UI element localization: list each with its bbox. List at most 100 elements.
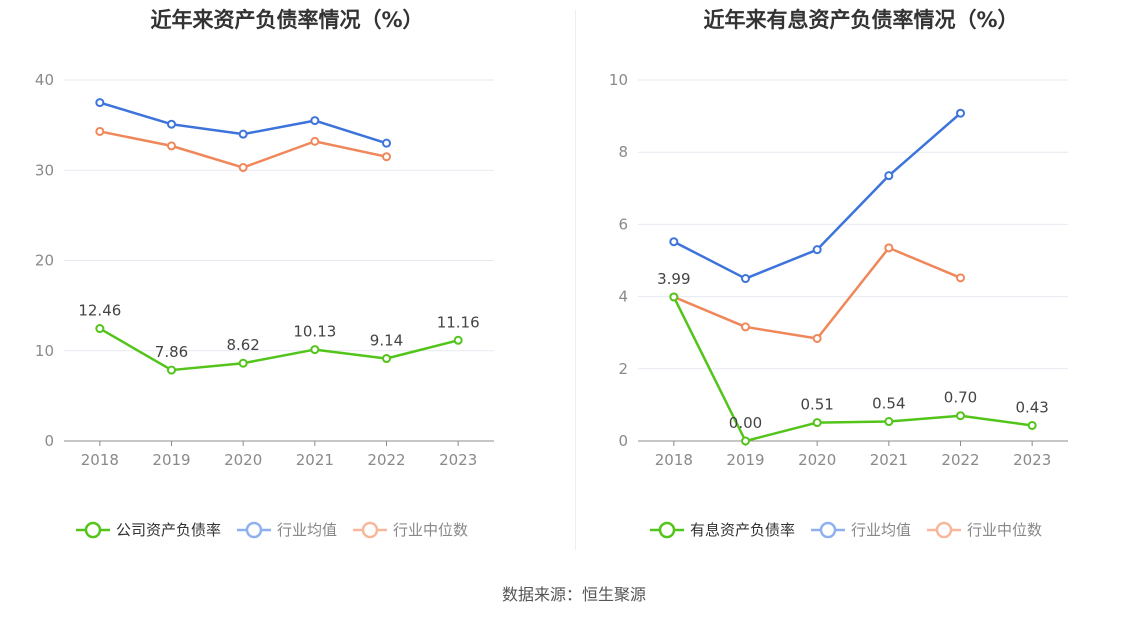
data-point xyxy=(95,126,105,136)
x-tick-label: 2021 xyxy=(870,451,908,469)
data-point xyxy=(741,436,750,446)
legend-label: 行业中位数 xyxy=(393,521,468,539)
y-tick-label: 10 xyxy=(35,342,54,360)
x-tick-label: 2022 xyxy=(941,451,979,469)
series-line xyxy=(99,327,459,372)
data-label: 0.54 xyxy=(872,395,905,413)
legend-marker xyxy=(84,521,102,539)
legend-label: 有息资产负债率 xyxy=(690,521,795,539)
panel-divider xyxy=(575,10,576,550)
data-point xyxy=(167,365,176,375)
data-label: 0.70 xyxy=(944,389,977,407)
y-tick-label: 2 xyxy=(618,360,628,378)
data-point xyxy=(741,322,750,332)
legend-item: 行业均值 xyxy=(237,521,337,539)
chart-title: 近年来有息资产负债率情况（%） xyxy=(703,8,1019,32)
y-tick-label: 10 xyxy=(609,71,628,89)
y-tick-label: 4 xyxy=(618,288,628,306)
data-label: 0.00 xyxy=(729,414,762,432)
legend-label: 行业均值 xyxy=(851,521,911,539)
x-tick-label: 2019 xyxy=(152,451,190,469)
data-point xyxy=(95,324,105,334)
legend-item: 行业中位数 xyxy=(927,521,1042,539)
data-label: 0.43 xyxy=(1015,398,1048,416)
data-point xyxy=(167,119,176,129)
series-2 xyxy=(95,126,391,173)
data-point xyxy=(956,108,965,118)
data-point xyxy=(1027,420,1037,430)
data-point xyxy=(167,141,176,151)
chart-panel-interest-debt-ratio: 近年来有息资产负债率情况（%） 0 2 4 6 8 10 2018 2019 2020 2021 2… xyxy=(574,0,1148,560)
data-point xyxy=(382,354,391,364)
x-tick-label: 2021 xyxy=(296,451,334,469)
data-label: 3.99 xyxy=(657,270,690,288)
data-point xyxy=(310,136,320,146)
legend-item: 行业均值 xyxy=(811,521,911,539)
chart-title: 近年来资产负债率情况（%） xyxy=(150,8,424,32)
data-label: 10.13 xyxy=(293,323,336,341)
grid-lines xyxy=(64,79,494,352)
data-point xyxy=(812,333,822,343)
x-tick-label: 2023 xyxy=(1013,451,1051,469)
legend-item: 行业中位数 xyxy=(353,521,468,539)
legend-marker xyxy=(361,521,379,539)
legend: 有息资产负债率 行业均值 行业中位数 xyxy=(650,521,1042,539)
data-point xyxy=(238,163,248,173)
y-axis: 0 2 4 6 8 10 xyxy=(609,71,628,450)
data-label: 0.51 xyxy=(800,396,833,414)
y-axis: 0 10 20 30 40 xyxy=(35,71,54,450)
data-point xyxy=(238,358,248,368)
data-point xyxy=(884,417,894,427)
series-line xyxy=(672,296,1033,443)
y-tick-label: 40 xyxy=(35,71,54,89)
data-point xyxy=(956,411,965,421)
x-tick-label: 2023 xyxy=(439,451,477,469)
data-point xyxy=(382,138,391,148)
data-label: 12.46 xyxy=(78,302,121,320)
data-point xyxy=(669,237,679,247)
legend-marker xyxy=(819,521,837,539)
x-tick-label: 2020 xyxy=(224,451,262,469)
data-point xyxy=(812,245,822,255)
legend-label: 公司资产负债率 xyxy=(116,521,221,539)
data-point xyxy=(453,335,463,345)
grid-lines xyxy=(638,79,1068,370)
interest-debt-ratio-chart: 0 2 4 6 8 10 2018 2019 2020 2021 2022 2023 3.99 0.00 0… xyxy=(609,71,1068,539)
x-tick-label: 2022 xyxy=(367,451,405,469)
data-point xyxy=(238,129,248,139)
data-label: 8.62 xyxy=(226,336,259,354)
legend-label: 行业均值 xyxy=(277,521,337,539)
x-axis: 2018 2019 2020 2021 2022 2023 xyxy=(64,440,494,469)
y-tick-label: 30 xyxy=(35,161,54,179)
x-axis: 2018 2019 2020 2021 2022 2023 xyxy=(638,440,1068,469)
data-source: 数据来源：恒生聚源 xyxy=(501,585,646,604)
series-0: 3.99 0.00 0.51 0.54 0.70 0.43 xyxy=(657,270,1049,446)
y-tick-label: 0 xyxy=(44,432,54,450)
legend-marker xyxy=(658,521,676,539)
x-tick-label: 2020 xyxy=(798,451,836,469)
data-point xyxy=(310,116,320,126)
data-point xyxy=(95,98,105,108)
legend-marker xyxy=(245,521,263,539)
data-point xyxy=(310,345,320,355)
x-tick-label: 2018 xyxy=(81,451,119,469)
chart-panel-debt-ratio: 近年来资产负债率情况（%） 0 10 20 30 40 2018 2019 2020 2021 2… xyxy=(0,0,574,560)
data-point xyxy=(884,171,894,181)
y-tick-label: 8 xyxy=(618,143,628,161)
y-tick-label: 20 xyxy=(35,252,54,270)
data-point xyxy=(956,273,965,283)
data-label: 7.86 xyxy=(155,343,188,361)
legend-item: 有息资产负债率 xyxy=(650,521,795,539)
series-1 xyxy=(95,98,391,148)
data-label: 9.14 xyxy=(370,332,403,350)
data-label: 11.16 xyxy=(437,313,480,331)
legend-item: 公司资产负债率 xyxy=(76,521,221,539)
data-point xyxy=(812,418,822,428)
series-0: 12.46 7.86 8.62 10.13 9.14 11.16 xyxy=(78,302,480,375)
data-point xyxy=(669,292,679,302)
series-1 xyxy=(669,108,965,284)
legend-label: 行业中位数 xyxy=(967,521,1042,539)
x-tick-label: 2019 xyxy=(726,451,764,469)
y-tick-label: 6 xyxy=(618,215,628,233)
data-point xyxy=(382,152,391,162)
